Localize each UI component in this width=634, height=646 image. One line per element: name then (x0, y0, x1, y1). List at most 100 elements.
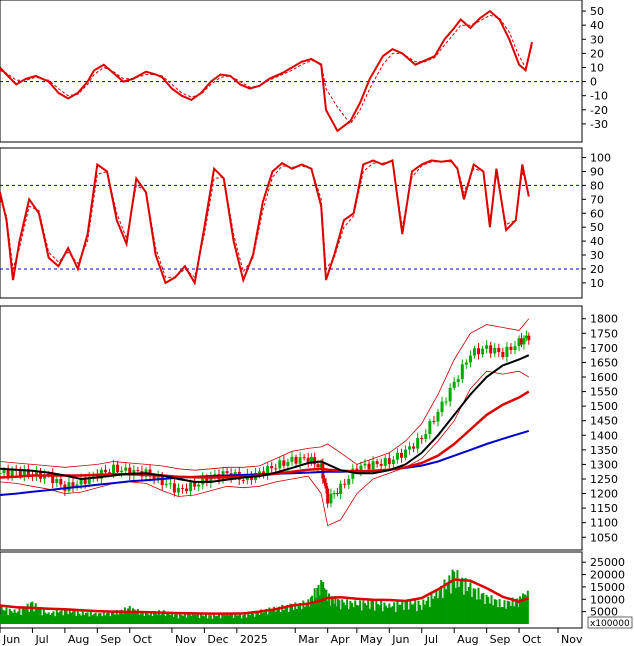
candle-body (395, 452, 399, 460)
oscillator-middle-y-tick-label-0: 100 (590, 152, 611, 165)
volume-bar (396, 601, 399, 624)
volume-bar (88, 616, 91, 624)
oscillator-middle-series-0-line (0, 158, 530, 286)
volume-bar (182, 615, 185, 624)
volume-bar (289, 603, 292, 624)
candle-body (164, 483, 168, 486)
volume-bar (506, 600, 509, 624)
x-tick-label-5: Nov (175, 633, 197, 646)
price-y-tick-label-13: 1150 (590, 502, 618, 515)
x-tick-label-1: Jul (34, 633, 48, 646)
volume-bar (179, 613, 182, 624)
candle-body (316, 464, 320, 468)
candle-body (112, 464, 116, 473)
candle-body (524, 335, 528, 338)
candle-body (136, 470, 140, 472)
volume-bar (385, 605, 388, 624)
candle-body (387, 458, 391, 465)
volume-bar (0, 606, 3, 624)
volume-bar (44, 612, 47, 624)
volume-bar (419, 604, 422, 624)
volume-bar (381, 611, 384, 624)
volume-bar (480, 593, 483, 624)
x-tick-label-7: 2025 (240, 633, 268, 646)
candle-body (399, 452, 403, 458)
candle-body (432, 421, 436, 423)
volume-bar (62, 615, 65, 624)
candle-body (520, 338, 524, 345)
volume-bar (425, 600, 428, 624)
volume-bar (93, 613, 96, 624)
volume-bar (370, 599, 373, 624)
volume-bar (281, 604, 284, 624)
volume-bar (47, 612, 50, 624)
volume-bar (245, 617, 248, 624)
volume-bar (346, 599, 349, 624)
candle-body (71, 482, 75, 487)
oscillator-middle-y-tick-label-8: 20 (590, 263, 604, 276)
candle-body (493, 347, 497, 354)
oscillator-middle-y-tick-label-5: 50 (590, 221, 604, 234)
volume-y-tick-label-1: 20000 (590, 569, 625, 582)
volume-bar (222, 614, 225, 624)
volume-bar (135, 613, 138, 624)
candle-body (452, 381, 456, 388)
volume-bar (86, 612, 89, 624)
volume-bar (492, 605, 495, 624)
volume-bar (221, 613, 224, 624)
volume-bar (39, 606, 42, 624)
candle-body (456, 379, 460, 382)
volume-bar (311, 595, 314, 624)
candle-body (197, 484, 201, 487)
volume-bar (451, 569, 454, 624)
x-tick-label-8: Mar (298, 633, 319, 646)
volume-bar (240, 618, 243, 624)
volume-bar (441, 597, 444, 624)
volume-bar (475, 599, 478, 624)
price-y-tick-label-5: 1550 (590, 386, 618, 399)
volume-bar (496, 607, 499, 624)
price-y-tick-label-12: 1200 (590, 488, 618, 501)
volume-bar (458, 587, 461, 624)
candle-body (371, 461, 375, 470)
volume-bar (449, 593, 452, 624)
oscillator-top-y-tick-label-1: 40 (590, 19, 604, 32)
oscillator-middle-y-tick-label-4: 60 (590, 207, 604, 220)
candle-body (379, 463, 383, 466)
volume-bar (110, 611, 113, 624)
volume-bar (360, 610, 363, 624)
volume-bar (140, 611, 143, 624)
volume-bar (63, 609, 66, 624)
volume-bar (516, 598, 519, 624)
volume-bar (307, 599, 310, 624)
candle-body (448, 387, 452, 402)
chart-panels: 50403020100-10-20-3010090807060504030201… (0, 0, 633, 629)
volume-bar (493, 599, 496, 624)
volume-bar (365, 605, 368, 624)
oscillator-top-y-tick-label-0: 50 (590, 5, 604, 18)
volume-bar (440, 585, 443, 624)
volume-bar (404, 601, 407, 624)
candle-body (306, 457, 310, 463)
volume-bar (115, 609, 118, 624)
volume-bar (488, 603, 491, 624)
volume-bar (7, 614, 10, 624)
volume-bar (362, 600, 365, 624)
volume-bar (156, 614, 159, 624)
volume-bar (237, 615, 240, 624)
x-tick-label-4: Oct (133, 633, 153, 646)
volume-bar (99, 613, 102, 624)
candle-body (278, 460, 282, 469)
volume-bar (335, 606, 338, 624)
volume-bar (471, 596, 474, 624)
volume-bar (193, 614, 196, 624)
volume-bar (206, 618, 209, 624)
volume-bar (235, 615, 238, 624)
volume-bar (337, 599, 340, 624)
volume-bar (500, 607, 503, 624)
volume-bar (214, 616, 217, 624)
candle-body (180, 488, 184, 490)
candle-body (2, 469, 6, 474)
